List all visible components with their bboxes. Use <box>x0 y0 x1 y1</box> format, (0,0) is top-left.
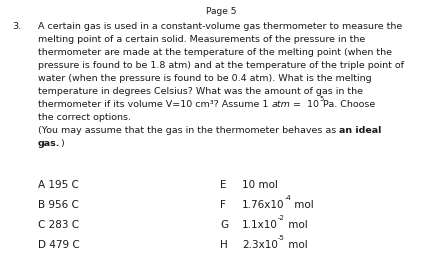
Text: -4: -4 <box>284 195 291 201</box>
Text: 1.1x10: 1.1x10 <box>242 220 278 230</box>
Text: D 479 C: D 479 C <box>38 240 80 250</box>
Text: 10 mol: 10 mol <box>242 180 278 190</box>
Text: melting point of a certain solid. Measurements of the pressure in the: melting point of a certain solid. Measur… <box>38 35 365 44</box>
Text: gas.: gas. <box>38 139 61 148</box>
Text: thermometer if its volume V=10 cm³? Assume 1: thermometer if its volume V=10 cm³? Assu… <box>38 100 272 109</box>
Text: mol: mol <box>285 220 307 230</box>
Text: water (when the pressure is found to be 0.4 atm). What is the melting: water (when the pressure is found to be … <box>38 74 372 83</box>
Text: pressure is found to be 1.8 atm) and at the temperature of the triple point of: pressure is found to be 1.8 atm) and at … <box>38 61 404 70</box>
Text: ): ) <box>61 139 64 148</box>
Text: 3.: 3. <box>12 22 21 31</box>
Text: thermometer are made at the temperature of the melting point (when the: thermometer are made at the temperature … <box>38 48 392 57</box>
Text: Page 5: Page 5 <box>206 7 236 16</box>
Text: =  10: = 10 <box>290 100 319 109</box>
Text: atm: atm <box>272 100 290 109</box>
Text: F: F <box>220 200 226 210</box>
Text: G: G <box>220 220 228 230</box>
Text: an ideal: an ideal <box>339 126 381 135</box>
Text: mol: mol <box>285 240 307 250</box>
Text: 5: 5 <box>319 96 323 102</box>
Text: E: E <box>220 180 226 190</box>
Text: Pa. Choose: Pa. Choose <box>323 100 376 109</box>
Text: 1.76x10: 1.76x10 <box>242 200 284 210</box>
Text: -5: -5 <box>278 235 285 241</box>
Text: B 956 C: B 956 C <box>38 200 79 210</box>
Text: C 283 C: C 283 C <box>38 220 79 230</box>
Text: 2.3x10: 2.3x10 <box>242 240 278 250</box>
Text: -2: -2 <box>278 215 285 221</box>
Text: temperature in degrees Celsius? What was the amount of gas in the: temperature in degrees Celsius? What was… <box>38 87 363 96</box>
Text: H: H <box>220 240 228 250</box>
Text: (You may assume that the gas in the thermometer behaves as: (You may assume that the gas in the ther… <box>38 126 339 135</box>
Text: the correct options.: the correct options. <box>38 113 131 122</box>
Text: A certain gas is used in a constant-volume gas thermometer to measure the: A certain gas is used in a constant-volu… <box>38 22 402 31</box>
Text: A 195 C: A 195 C <box>38 180 79 190</box>
Text: mol: mol <box>291 200 314 210</box>
